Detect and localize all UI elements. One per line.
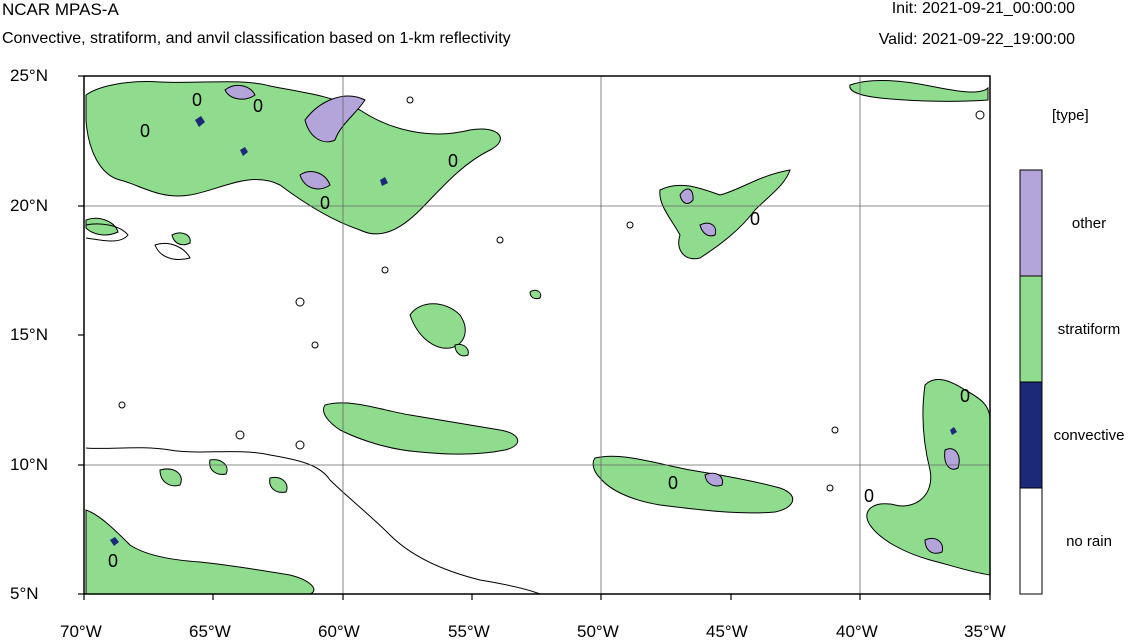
- precip-region: [849, 80, 989, 102]
- precip-region: [159, 459, 288, 493]
- contour-labels: 0 0 0 0 0 0 0 0 0 0: [108, 90, 970, 571]
- legend-label-convective: convective: [1053, 427, 1125, 444]
- precip-region: [409, 303, 466, 349]
- legend-swatch-no-rain: [1019, 487, 1043, 595]
- lat-label-15n: 15°N: [10, 325, 48, 344]
- land-contour: [154, 243, 191, 260]
- lat-label-5n: 5°N: [10, 584, 39, 603]
- lon-label-50w: 50°W: [577, 622, 619, 641]
- lon-label-55w: 55°W: [448, 622, 490, 641]
- legend-title: [type]: [1052, 107, 1089, 124]
- precip-field: [85, 80, 990, 594]
- convective-cell: [110, 427, 957, 546]
- precip-region: [85, 509, 315, 594]
- contour-label: 0: [864, 486, 874, 506]
- contour-label: 0: [253, 96, 263, 116]
- legend-label-stratiform: stratiform: [1057, 321, 1121, 338]
- other-region: [699, 222, 717, 237]
- lat-label-10n: 10°N: [10, 455, 48, 474]
- other-region: [924, 537, 944, 554]
- land-contour: [85, 223, 129, 242]
- precip-region: [171, 232, 191, 246]
- contour-label: 0: [140, 121, 150, 141]
- contour-label: 0: [960, 386, 970, 406]
- lat-label-20n: 20°N: [10, 196, 48, 215]
- scattered-cells: [118, 96, 985, 492]
- contour-label: 0: [668, 473, 678, 493]
- other-region: [304, 95, 366, 143]
- init-time: Init: 2021-09-21_00:00:00: [891, 0, 1075, 17]
- precip-region: [323, 402, 518, 455]
- contour-label: 0: [108, 551, 118, 571]
- lon-label-45w: 45°W: [706, 622, 748, 641]
- contour-label: 0: [320, 193, 330, 213]
- precip-region: [85, 81, 501, 235]
- precip-region: [659, 169, 791, 260]
- model-title: NCAR MPAS-A: [2, 0, 119, 19]
- other-region: [679, 188, 694, 204]
- lat-label-25n: 25°N: [10, 66, 48, 85]
- precip-region: [529, 289, 542, 300]
- legend-swatch-convective: [1019, 381, 1043, 489]
- precip-region: [85, 217, 119, 236]
- precip-region: [866, 379, 990, 576]
- lon-label-60w: 60°W: [318, 622, 360, 641]
- coastline: [85, 447, 541, 594]
- legend-swatch-stratiform: [1019, 275, 1043, 383]
- valid-time: Valid: 2021-09-22_19:00:00: [878, 31, 1075, 48]
- plot-subtitle: Convective, stratiform, and anvil classi…: [2, 30, 511, 47]
- other-region: [224, 84, 256, 100]
- lon-label-65w: 65°W: [189, 622, 231, 641]
- graticule: [84, 76, 990, 594]
- precip-region: [454, 344, 469, 357]
- legend-colorbar: [1019, 169, 1043, 595]
- legend-label-no-rain: no rain: [1066, 533, 1112, 550]
- contour-label: 0: [750, 209, 760, 229]
- tick-marks: [78, 75, 991, 600]
- contour-label: 0: [448, 151, 458, 171]
- legend-label-other: other: [1071, 215, 1107, 232]
- legend-swatch-other: [1019, 169, 1043, 277]
- contour-label: 0: [192, 90, 202, 110]
- lon-label-35w: 35°W: [964, 622, 1006, 641]
- other-region: [299, 171, 331, 190]
- other-region: [704, 472, 724, 487]
- other-region: [944, 448, 960, 470]
- lon-label-40w: 40°W: [836, 622, 878, 641]
- lon-label-70w: 70°W: [60, 622, 102, 641]
